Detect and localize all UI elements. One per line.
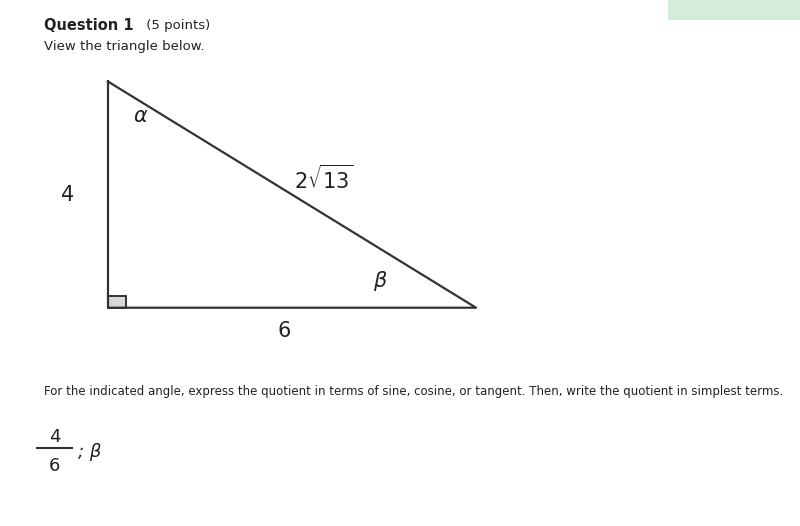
Text: 6: 6 xyxy=(49,457,60,474)
Polygon shape xyxy=(108,296,126,308)
Text: ; β: ; β xyxy=(78,443,102,461)
Text: 4: 4 xyxy=(49,428,60,446)
Text: For the indicated angle, express the quotient in terms of sine, cosine, or tange: For the indicated angle, express the quo… xyxy=(44,386,783,398)
Text: Question 1: Question 1 xyxy=(44,18,134,33)
Text: $2\sqrt{13}$: $2\sqrt{13}$ xyxy=(294,165,354,193)
Text: β: β xyxy=(374,271,386,291)
Text: α: α xyxy=(133,106,147,126)
Text: 4: 4 xyxy=(62,185,74,205)
Text: 6: 6 xyxy=(278,321,290,341)
Bar xyxy=(668,0,800,20)
Text: View the triangle below.: View the triangle below. xyxy=(44,40,205,53)
Text: (5 points): (5 points) xyxy=(142,19,210,32)
